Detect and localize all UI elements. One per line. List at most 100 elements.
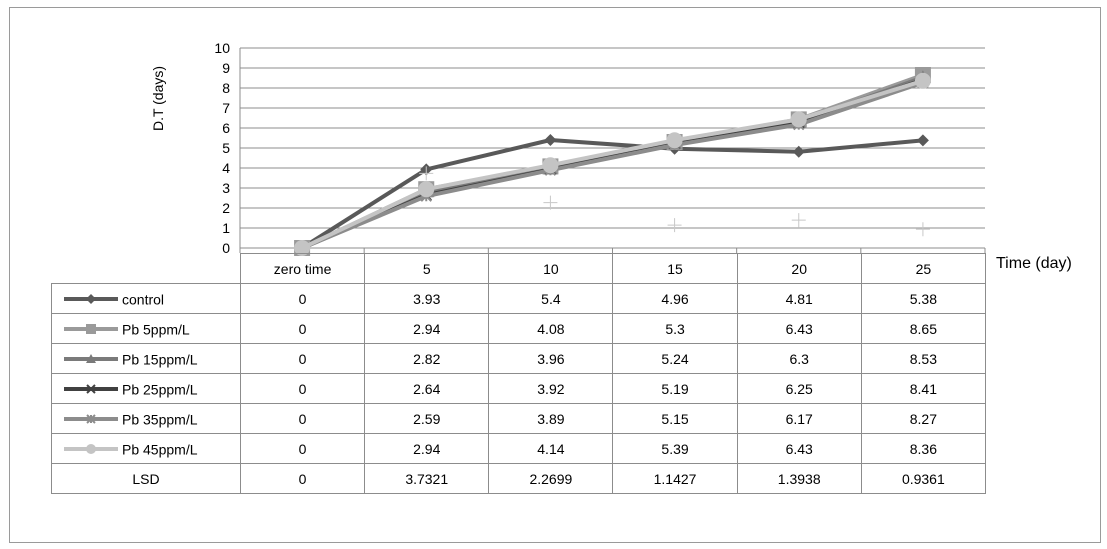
table-cell: 5.38 xyxy=(860,283,986,314)
legend-marker xyxy=(86,324,96,335)
x-tick-label: zero time xyxy=(239,253,366,284)
table-row: Pb 45ppm/L 0 2.94 4.14 5.39 6.43 8.36 xyxy=(51,433,986,464)
y-tick-label: 2 xyxy=(222,200,230,216)
legend-marker xyxy=(86,294,96,305)
series-name: Pb 45ppm/L xyxy=(122,441,198,458)
table-cell: 5.3 xyxy=(612,313,738,344)
legend-entry: Pb 45ppm/L xyxy=(51,433,241,464)
table-cell: 4.14 xyxy=(488,433,614,464)
lsd-label: LSD xyxy=(51,463,241,494)
table-cell: 6.17 xyxy=(736,403,862,434)
table-cell: 0 xyxy=(239,283,366,314)
x-axis-title: Time (day) xyxy=(996,255,1072,272)
table-cell: 3.92 xyxy=(488,373,614,404)
legend-key-icon xyxy=(64,324,118,335)
table-cell: 8.27 xyxy=(860,403,986,434)
table-cell: 0 xyxy=(239,463,366,494)
x-tick-label: 10 xyxy=(488,253,614,284)
table-cell: 0 xyxy=(239,433,366,464)
table-cell: 2.64 xyxy=(364,373,490,404)
legend-key-icon xyxy=(64,414,118,424)
legend-marker xyxy=(86,384,96,394)
lsd-point xyxy=(419,166,434,181)
data-point xyxy=(294,240,311,256)
table-cell: 3.93 xyxy=(364,283,490,314)
legend-entry: Pb 5ppm/L xyxy=(51,313,241,344)
table-cell: 4.81 xyxy=(736,283,862,314)
table-cell: 2.2699 xyxy=(488,463,614,494)
table-row: LSD 0 3.7321 2.2699 1.1427 1.3938 0.9361 xyxy=(51,463,986,494)
table-cell: 6.43 xyxy=(736,433,862,464)
data-point xyxy=(666,132,683,149)
y-tick-label: 5 xyxy=(222,140,230,156)
data-point xyxy=(542,157,559,174)
series-line-0 xyxy=(301,138,924,250)
table-cell: 0 xyxy=(239,403,366,434)
series-name: Pb 5ppm/L xyxy=(122,321,190,338)
legend-key-icon xyxy=(64,384,118,394)
table-cell: 3.96 xyxy=(488,343,614,374)
y-tick-label: 3 xyxy=(222,180,230,196)
y-tick-label: 8 xyxy=(222,80,230,96)
table-cell: 0 xyxy=(239,343,366,374)
y-axis-title: D.T (days) xyxy=(150,66,166,131)
table-cell: 5.24 xyxy=(612,343,738,374)
table-cell: 5.15 xyxy=(612,403,738,434)
series-line-1 xyxy=(301,73,924,250)
lsd-point xyxy=(543,195,558,210)
table-row: control 0 3.93 5.4 4.96 4.81 5.38 xyxy=(51,283,986,314)
data-point xyxy=(418,181,435,198)
y-tick-label: 10 xyxy=(214,40,230,56)
table-cell: 6.43 xyxy=(736,313,862,344)
table-corner xyxy=(51,253,241,284)
table-cell: 4.96 xyxy=(612,283,738,314)
table-row: Pb 5ppm/L 0 2.94 4.08 5.3 6.43 8.65 xyxy=(51,313,986,344)
legend-entry: Pb 15ppm/L xyxy=(51,343,241,374)
data-point xyxy=(544,134,557,146)
series-line-3 xyxy=(301,77,924,250)
table-cell: 2.59 xyxy=(364,403,490,434)
table-cell: 0.9361 xyxy=(860,463,986,494)
table-cell: 3.89 xyxy=(488,403,614,434)
table-cell: 2.94 xyxy=(364,433,490,464)
table-cell: 5.39 xyxy=(612,433,738,464)
x-tick-label: 15 xyxy=(612,253,738,284)
legend-entry: control xyxy=(51,283,241,314)
y-tick-label: 9 xyxy=(222,60,230,76)
y-tick-label: 0 xyxy=(222,240,230,256)
lsd-point xyxy=(667,218,682,233)
table-cell: 8.65 xyxy=(860,313,986,344)
table-cell: 0 xyxy=(239,313,366,344)
table-cell: 4.08 xyxy=(488,313,614,344)
table-row: Pb 25ppm/L 0 2.64 3.92 5.19 6.25 8.41 xyxy=(51,373,986,404)
table-cell: 0 xyxy=(239,373,366,404)
series-line-5 xyxy=(301,78,924,250)
x-tick-label: 5 xyxy=(364,253,490,284)
series-line-4 xyxy=(301,80,924,250)
series-name: control xyxy=(122,291,165,308)
legend-entry: Pb 25ppm/L xyxy=(51,373,241,404)
table-cell: 8.53 xyxy=(860,343,986,374)
table-cell: 8.41 xyxy=(860,373,986,404)
y-tick-label: 6 xyxy=(222,120,230,136)
lsd-point xyxy=(915,222,930,237)
legend-entry: Pb 35ppm/L xyxy=(51,403,241,434)
table-cell: 1.1427 xyxy=(612,463,738,494)
legend-marker xyxy=(86,354,96,364)
table-row: Pb 15ppm/L 0 2.82 3.96 5.24 6.3 8.53 xyxy=(51,343,986,374)
table-cell: 3.7321 xyxy=(364,463,490,494)
table-row: Pb 35ppm/L 0 2.59 3.89 5.15 6.17 8.27 xyxy=(51,403,986,434)
x-tick-label: 25 xyxy=(860,253,986,284)
series-name: Pb 25ppm/L xyxy=(122,381,198,398)
y-tick-label: 4 xyxy=(222,160,230,176)
table-cell: 2.82 xyxy=(364,343,490,374)
series-line-2 xyxy=(301,75,924,250)
table-cell: 6.25 xyxy=(736,373,862,404)
lsd-point xyxy=(791,213,806,228)
table-cell: 2.94 xyxy=(364,313,490,344)
legend-marker xyxy=(86,444,96,455)
y-tick-label: 1 xyxy=(222,220,230,236)
table-cell: 6.3 xyxy=(736,343,862,374)
table-cell: 8.36 xyxy=(860,433,986,464)
